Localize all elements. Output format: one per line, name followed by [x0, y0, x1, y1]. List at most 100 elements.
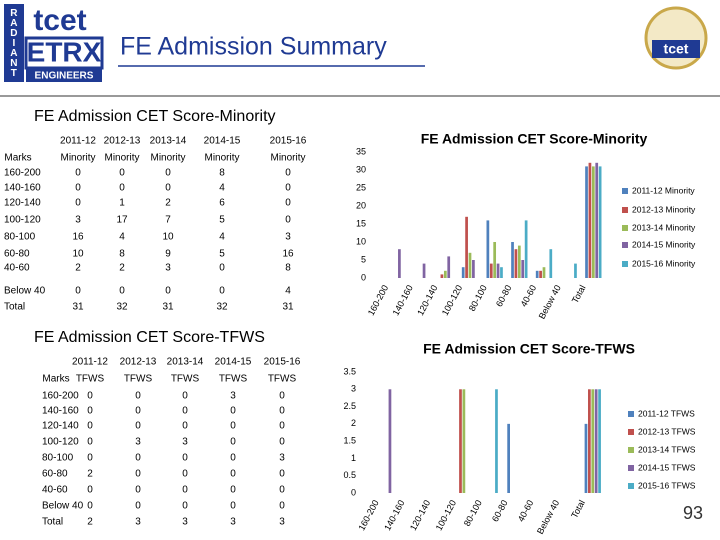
row-label: Total: [42, 517, 63, 528]
table-cell: 0: [279, 501, 285, 512]
table-cell: 4: [119, 232, 125, 243]
bar: [486, 220, 490, 278]
y-tick-label: 5: [361, 254, 366, 264]
legend-label: 2011-12 TFWS: [638, 408, 695, 418]
bar: [447, 256, 451, 278]
table-cell: 32: [116, 302, 128, 313]
logo-box: [24, 36, 104, 70]
x-tick-label: 80-100: [467, 283, 489, 312]
table-cell: 0: [119, 286, 125, 297]
table-cell: 0: [279, 406, 285, 417]
table-cell: 3: [230, 391, 236, 402]
row-label: 80-100: [4, 232, 36, 243]
table-cell: 3: [279, 453, 285, 464]
legend-swatch: [628, 411, 634, 417]
table-cell: 0: [87, 501, 93, 512]
bar: [588, 389, 591, 493]
bar: [422, 263, 426, 278]
table-cell: 9: [165, 249, 171, 260]
x-tick-label: 80-100: [462, 498, 484, 527]
table-cell: 0: [135, 501, 141, 512]
row-label: 40-60: [42, 485, 68, 496]
legend-label: 2011-12 Minority: [632, 185, 695, 195]
row-label: Below 40: [4, 286, 46, 297]
row-label: 140-160: [42, 406, 79, 417]
x-tick-label: 60-80: [490, 498, 510, 523]
table-cell: 2: [165, 198, 171, 209]
table-cell: 0: [182, 421, 188, 432]
bar: [507, 423, 510, 493]
table-cell: 0: [87, 406, 93, 417]
table-title: FE Admission CET Score-TFWS: [34, 329, 265, 346]
bar: [496, 263, 500, 278]
table-cell: 10: [72, 249, 84, 260]
table-header: 2012-13: [120, 357, 157, 368]
table-title: FE Admission CET Score-Minority: [34, 108, 276, 125]
y-tick-label: 0: [351, 487, 356, 497]
table-cell: 0: [285, 183, 291, 194]
table-cell: 0: [182, 406, 188, 417]
legend-label: 2013-14 TFWS: [638, 444, 696, 454]
table-cell: 0: [87, 453, 93, 464]
logo-main: ETRX: [27, 36, 102, 67]
table-cell: 3: [285, 232, 291, 243]
row-label: 120-140: [4, 198, 41, 209]
table-cell: 0: [165, 168, 171, 179]
bar: [462, 389, 466, 493]
logo-left: RADIANT tcet ETRX ENGINEERS: [4, 4, 104, 82]
table-cell: 4: [219, 183, 225, 194]
table-cell: 0: [230, 421, 236, 432]
table-header: TFWS: [219, 374, 248, 385]
y-tick-label: 2: [351, 418, 356, 428]
table-cell: 3: [75, 215, 81, 226]
logo-right-text: tcet: [664, 41, 689, 57]
bar: [461, 267, 465, 278]
legend-swatch: [628, 465, 634, 471]
row-label: 40-60: [4, 263, 30, 274]
legend-swatch: [622, 207, 628, 213]
bar: [500, 267, 503, 278]
table-cell: 3: [135, 437, 141, 448]
y-tick-label: 20: [356, 200, 366, 210]
x-tick-label: Total: [570, 283, 588, 304]
logo-bottom-band: [26, 69, 102, 82]
table-cell: 0: [219, 263, 225, 274]
bar: [535, 270, 539, 278]
table-cell: 0: [87, 437, 93, 448]
table-cell: 0: [182, 391, 188, 402]
x-tick-label: 40-60: [519, 283, 539, 308]
table-cell: 0: [279, 391, 285, 402]
row-label: 60-80: [42, 469, 68, 480]
bar: [521, 260, 525, 278]
table-cell: 32: [216, 302, 228, 313]
table-cell: 0: [279, 437, 285, 448]
row-label: 120-140: [42, 421, 79, 432]
table-cell: 0: [75, 286, 81, 297]
logo-top: tcet: [33, 4, 86, 37]
table-cell: 3: [230, 517, 236, 528]
x-tick-label: 60-80: [494, 283, 514, 308]
table-cell: 0: [279, 469, 285, 480]
table-header: Marks: [42, 374, 69, 385]
y-tick-label: 0: [361, 272, 366, 282]
bar: [595, 162, 599, 278]
table-cell: 0: [165, 286, 171, 297]
bar: [459, 389, 462, 493]
legend-swatch: [622, 242, 628, 248]
x-tick-label: Below 40: [535, 498, 561, 535]
table-cell: 0: [230, 437, 236, 448]
bar: [598, 166, 602, 278]
table-cell: 4: [285, 286, 291, 297]
table-cell: 0: [135, 469, 141, 480]
y-tick-label: 0.5: [343, 470, 356, 480]
table-header: 2014-15: [215, 357, 252, 368]
table-cell: 2: [75, 263, 81, 274]
y-tick-label: 1.5: [343, 436, 356, 446]
table-cell: 4: [219, 232, 225, 243]
x-tick-label: 160-200: [356, 498, 380, 532]
bar: [594, 389, 598, 493]
bar: [511, 242, 514, 278]
legend-label: 2014-15 Minority: [632, 239, 696, 249]
table-header: 2015-16: [270, 136, 307, 147]
table-cell: 0: [230, 469, 236, 480]
